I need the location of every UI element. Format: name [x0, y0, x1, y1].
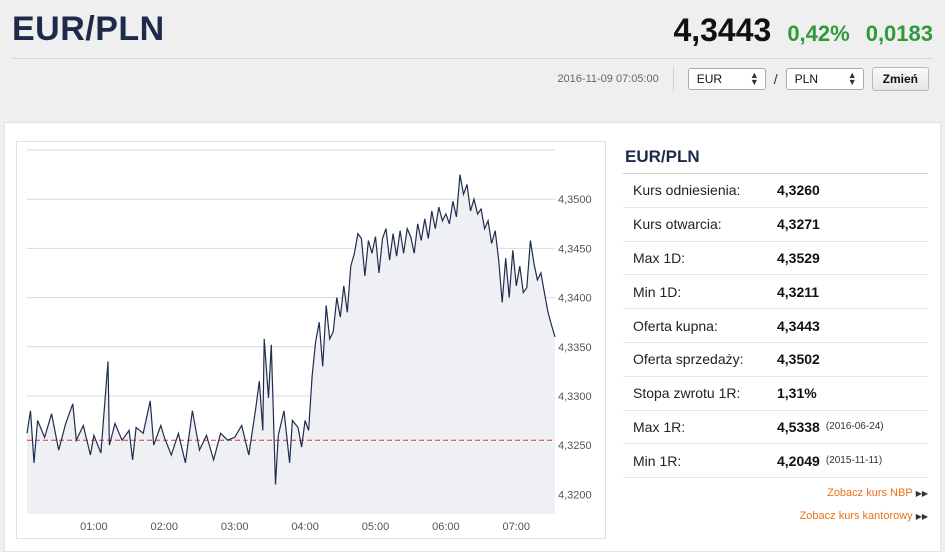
detail-label: Min 1R:	[633, 452, 682, 469]
detail-value: 4,3271	[777, 216, 820, 233]
base-currency-select[interactable]: EUR ▲ ▼	[687, 68, 766, 90]
pair-title: EUR/PLN	[12, 10, 165, 48]
change-percent: 0,42%	[787, 21, 850, 46]
x-tick-label: 05:00	[362, 521, 390, 533]
details-table: Kurs odniesienia: 4,3260 Kurs otwarcia: 4,3…	[623, 174, 928, 479]
y-tick-label: 4,3400	[558, 293, 592, 305]
change-pair-button[interactable]: Zmień	[871, 67, 929, 91]
detail-value: 4,3260	[777, 182, 820, 199]
detail-row: Oferta kupna: 4,3443	[623, 309, 928, 343]
detail-label: Oferta sprzedaży:	[633, 351, 744, 368]
x-tick-label: 03:00	[221, 521, 249, 533]
quote-currency-value: PLN	[794, 72, 818, 86]
intraday-chart[interactable]: 4,3200 4,3250 4,3300 4,3350 4,3400 4,3450 4,35…	[16, 141, 606, 539]
current-price: 4,3443	[673, 12, 772, 48]
detail-value: 4,5338	[777, 418, 820, 435]
y-tick-label: 4,3500	[558, 194, 592, 206]
quote-header: EUR/PLN 4,3443 0,42% 0,0183 2016-11-09 0…	[0, 0, 945, 102]
vertical-divider	[672, 67, 674, 91]
link-label: Zobacz kurs kantorowy	[799, 510, 913, 523]
detail-row: Oferta sprzedaży: 4,3502	[623, 343, 928, 377]
detail-value: 1,31%	[777, 385, 817, 402]
detail-row: Min 1D: 4,3211	[623, 275, 928, 310]
panel-title: EUR/PLN	[623, 141, 928, 174]
detail-label: Max 1R:	[633, 418, 686, 435]
x-tick-label: 06:00	[432, 521, 460, 533]
detail-value: 4,3529	[777, 249, 820, 266]
quote-currency-select[interactable]: PLN ▲ ▼	[785, 68, 864, 90]
detail-row: Kurs otwarcia: 4,3271	[623, 208, 928, 242]
quote-timestamp: 2016-11-09 07:05:00	[557, 73, 659, 85]
series-line	[26, 174, 556, 485]
detail-value: 4,3443	[777, 317, 820, 334]
quote-details-panel: EUR/PLN Kurs odniesienia: 4,3260 Kurs otwa…	[623, 141, 928, 524]
detail-label: Stopa zwrotu 1R:	[633, 385, 741, 402]
y-tick-label: 4,3200	[558, 489, 592, 501]
detail-row: Min 1R: 4,2049 (2015-11-11)	[623, 444, 928, 479]
detail-row: Max 1R: 4,5338 (2016-06-24)	[623, 411, 928, 445]
select-updown-icon: ▲ ▼	[749, 70, 759, 87]
detail-value: 4,3502	[777, 351, 820, 368]
detail-label: Kurs odniesienia:	[633, 182, 741, 199]
y-tick-label: 4,3350	[558, 342, 592, 354]
double-triangle-right-icon: ▶▶	[915, 512, 928, 522]
detail-label: Oferta kupna:	[633, 317, 718, 334]
nbp-rate-link[interactable]: Zobacz kurs NBP ▶▶	[623, 486, 928, 501]
detail-row: Kurs odniesienia: 4,3260	[623, 174, 928, 208]
detail-row: Max 1D: 4,3529	[623, 242, 928, 276]
detail-row: Stopa zwrotu 1R: 1,31%	[623, 377, 928, 411]
y-tick-label: 4,3300	[558, 391, 592, 403]
select-updown-icon: ▲ ▼	[847, 70, 857, 87]
pair-slash: /	[773, 71, 778, 87]
y-tick-label: 4,3250	[558, 440, 592, 452]
price-box: 4,3443 0,42% 0,0183	[673, 12, 933, 49]
y-tick-label: 4,3450	[558, 243, 592, 255]
series-area	[27, 174, 555, 514]
detail-label: Min 1D:	[633, 283, 682, 300]
detail-value: 4,2049	[777, 452, 820, 469]
detail-label: Kurs otwarcia:	[633, 216, 722, 233]
links: Zobacz kurs NBP ▶▶ Zobacz kurs kantorowy ▶▶	[623, 486, 928, 524]
double-triangle-right-icon: ▶▶	[915, 489, 928, 499]
x-tick-label: 02:00	[151, 521, 179, 533]
x-tick-label: 07:00	[503, 521, 531, 533]
x-tick-label: 01:00	[80, 521, 108, 533]
detail-date: (2015-11-11)	[825, 455, 883, 467]
detail-value: 4,3211	[777, 283, 820, 300]
link-label: Zobacz kurs NBP	[827, 487, 913, 500]
exchange-rate-link[interactable]: Zobacz kurs kantorowy ▶▶	[623, 509, 928, 524]
quote-card: 4,3200 4,3250 4,3300 4,3350 4,3400 4,3450 4,35…	[4, 122, 941, 552]
detail-date: (2016-06-24)	[825, 421, 884, 433]
chart-svg: 4,3200 4,3250 4,3300 4,3350 4,3400 4,3450 4,35…	[26, 149, 592, 533]
x-tick-label: 04:00	[291, 521, 319, 533]
detail-label: Max 1D:	[633, 249, 686, 266]
base-currency-value: EUR	[696, 72, 723, 86]
change-absolute: 0,0183	[865, 21, 933, 46]
currency-controls: 2016-11-09 07:05:00 EUR ▲ ▼ / PLN ▲ ▼ Zmie…	[557, 67, 929, 91]
header-divider	[12, 58, 933, 59]
